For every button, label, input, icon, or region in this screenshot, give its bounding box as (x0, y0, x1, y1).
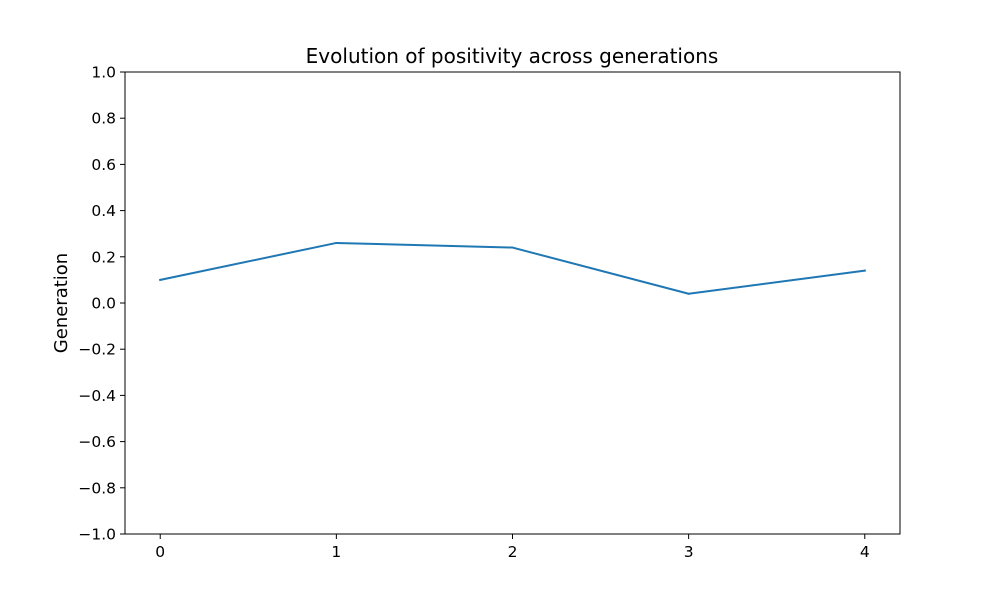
y-tick-label: −0.8 (78, 479, 116, 497)
data-point (335, 241, 338, 244)
y-axis-label: Generation (51, 253, 72, 353)
y-tick-label: 0.6 (91, 156, 116, 174)
x-tick-label: 1 (331, 543, 341, 561)
y-axis-ticks: −1.0 −0.8 −0.6 −0.4 −0.2 0.0 0.2 0.4 0.6 0.8 1.0 (78, 64, 125, 544)
x-tick-label: 3 (684, 543, 694, 561)
x-axis-ticks: 0 1 2 3 4 (155, 534, 870, 561)
data-point (511, 246, 514, 249)
y-tick-label: 1.0 (91, 64, 116, 82)
y-tick-label: −0.6 (78, 433, 116, 451)
x-tick-label: 4 (860, 543, 870, 561)
y-tick-label: 0.2 (91, 248, 116, 266)
x-tick-label: 2 (508, 543, 518, 561)
series-layer (159, 241, 866, 295)
y-tick-label: −1.0 (78, 526, 116, 544)
y-tick-label: 0.4 (91, 202, 116, 220)
data-point (687, 292, 690, 295)
chart-title: Evolution of positivity across generatio… (306, 44, 719, 68)
series-line-0 (159, 241, 866, 295)
axes-frame (124, 71, 901, 535)
y-tick-label: 0.0 (91, 295, 116, 313)
data-point (159, 278, 162, 281)
y-tick-label: −0.4 (78, 387, 116, 405)
y-tick-label: 0.8 (91, 110, 116, 128)
y-tick-label: −0.2 (78, 341, 116, 359)
data-point (863, 269, 866, 272)
x-tick-label: 0 (155, 543, 165, 561)
